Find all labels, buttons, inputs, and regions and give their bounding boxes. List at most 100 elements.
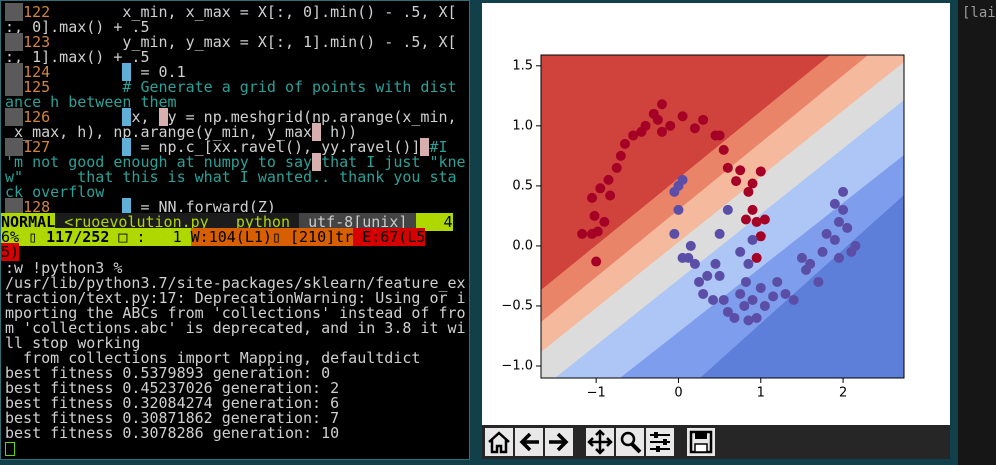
point — [714, 270, 725, 281]
output-line: :w !python3 % — [5, 259, 123, 277]
point — [669, 228, 680, 239]
position: 117/252 — [46, 228, 110, 246]
code: x, — [131, 108, 159, 126]
point — [821, 228, 832, 239]
y-tick-label: 0.5 — [512, 178, 533, 193]
point — [589, 210, 600, 221]
point — [714, 130, 725, 141]
encoding: utf-8[unix] — [308, 213, 408, 231]
point — [740, 214, 751, 225]
side-window: [lai — [958, 0, 996, 465]
decision-surface — [541, 55, 904, 378]
point — [735, 165, 746, 176]
point — [587, 192, 598, 203]
x-tick-label: 1 — [757, 386, 765, 401]
point — [743, 315, 754, 326]
output-line: best fitness 0.5379893 generation: 0 — [5, 364, 331, 382]
point — [611, 162, 622, 173]
y-tick-label: 1.0 — [512, 118, 533, 133]
y-tick-label: 1.5 — [512, 58, 533, 73]
point — [677, 174, 688, 185]
point — [698, 114, 709, 125]
point — [729, 312, 740, 323]
point — [710, 258, 721, 269]
gutter — [5, 33, 24, 51]
editor-row: w" that this is what I wanted.. thank yo… — [1, 170, 469, 185]
gutter — [5, 3, 24, 21]
point — [817, 246, 828, 257]
point — [751, 252, 762, 263]
editor-row: 127 = np.c_[xx.ravel(), yy.ravel()] #I — [1, 138, 469, 156]
side-text: [lai — [962, 5, 996, 21]
code: #I — [429, 138, 448, 156]
toolbar-buttons — [485, 428, 715, 456]
line-number: 124 — [23, 63, 51, 81]
line-number: 122 — [23, 3, 51, 21]
point — [605, 190, 616, 201]
point — [669, 186, 680, 197]
code: ck overflow — [5, 183, 105, 201]
editor-row: 128 = NN.forward(Z) — [1, 198, 469, 216]
highlight — [312, 123, 322, 141]
status-line: 5) — [1, 243, 469, 261]
output-line: ll stop working — [5, 334, 141, 352]
editor-row: ance h between them — [1, 95, 469, 110]
point — [592, 226, 603, 237]
file: <ruoevolution.py — [64, 213, 209, 231]
point — [735, 246, 746, 257]
point — [595, 183, 606, 194]
y-tick-label: −0.5 — [501, 298, 533, 313]
point — [805, 258, 816, 269]
editor-row: :, 1].max() + .5 — [1, 50, 469, 65]
point — [740, 276, 751, 287]
point — [657, 99, 667, 110]
point — [685, 240, 696, 251]
line-number: 127 — [23, 138, 51, 156]
point — [747, 178, 758, 189]
line-number: 126 — [23, 108, 51, 126]
point — [619, 138, 630, 149]
x-tick-label: 2 — [839, 386, 847, 401]
point — [714, 228, 725, 239]
point — [722, 306, 733, 317]
point — [718, 144, 729, 155]
code: = 0.1 — [131, 63, 186, 81]
point — [735, 288, 746, 299]
gutter — [5, 198, 24, 216]
point — [708, 294, 719, 305]
point — [722, 204, 733, 215]
code: = NN.forward(Z) — [131, 198, 276, 216]
code: ance h between them — [5, 93, 177, 111]
point — [689, 123, 700, 134]
cursor-line — [1, 441, 469, 456]
point — [702, 270, 713, 281]
highlight — [312, 153, 322, 171]
point — [829, 234, 840, 245]
highlight — [158, 108, 168, 126]
point — [722, 162, 733, 173]
output-line: best fitness 0.30871862 generation: 7 — [5, 409, 340, 427]
point — [755, 166, 766, 177]
gutter — [5, 63, 24, 81]
point — [694, 276, 705, 287]
point — [838, 186, 849, 197]
y-tick-label: −1.0 — [501, 358, 533, 373]
plot-frame — [540, 54, 905, 379]
point — [751, 216, 762, 227]
point — [652, 114, 663, 125]
point — [838, 204, 849, 215]
point — [850, 240, 861, 251]
point — [759, 214, 770, 225]
point — [577, 228, 588, 239]
editor-row: x_max, h), np.arange(y_min, y_max h)) — [1, 123, 469, 141]
editor: 122 x_min, x_max = X[:, 0].min() - .5, X… — [1, 1, 469, 216]
point — [718, 294, 729, 305]
point — [599, 216, 610, 227]
point — [755, 282, 766, 293]
editor-row: ck overflow — [1, 185, 469, 200]
point — [657, 126, 667, 137]
filetype: python — [235, 213, 290, 231]
editor-row: 126 x, y = np.meshgrid(np.arange(x_min, — [1, 108, 469, 126]
warnings: W:104(L1)▯ [210]tr — [190, 228, 354, 246]
